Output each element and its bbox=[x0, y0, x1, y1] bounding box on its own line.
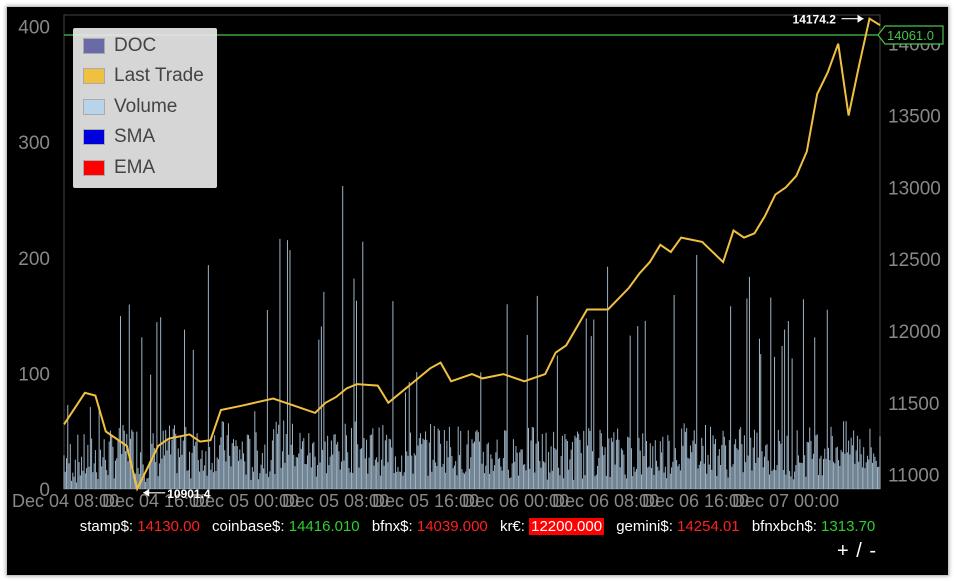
x-tick-label: Dec 04 16:00 bbox=[102, 491, 209, 511]
legend-item-doc[interactable]: DOC bbox=[83, 34, 156, 58]
y-left-tick-label: 400 bbox=[18, 18, 50, 39]
legend-swatch-doc bbox=[83, 38, 105, 54]
current-price-label: 14061.0 bbox=[887, 28, 934, 43]
ticker-price: 14416.010 bbox=[288, 518, 360, 535]
legend-label-doc: DOC bbox=[114, 35, 157, 56]
last-trade-line bbox=[63, 17, 881, 492]
legend-swatch-sma bbox=[83, 129, 105, 145]
ticker-price: 1313.70 bbox=[821, 518, 876, 535]
volume-bars bbox=[63, 185, 881, 489]
legend-label-sma: SMA bbox=[114, 126, 156, 147]
annotation-arrowhead bbox=[857, 14, 864, 23]
ticker-gemini[interactable]: gemini$: 14254.01 bbox=[616, 518, 739, 535]
y-left-tick-label: 200 bbox=[18, 249, 50, 270]
ticker-bfnxbch[interactable]: bfnxbch$: 1313.70 bbox=[752, 518, 875, 535]
current-price-tag bbox=[877, 25, 944, 45]
legend-swatch-ema bbox=[83, 160, 105, 176]
legend-item-volume[interactable]: Volume bbox=[83, 95, 177, 119]
legend-item-sma[interactable]: SMA bbox=[83, 125, 155, 149]
ticker-kraken-eur[interactable]: kr€: 12200.000 bbox=[499, 518, 605, 535]
y-left-tick-label: 300 bbox=[18, 133, 50, 154]
ticker-coinbase[interactable]: coinbase$: 14416.010 bbox=[212, 518, 360, 535]
zoom-controls: + / - bbox=[837, 540, 877, 563]
chart-window: 0 100 200 300 400 11000 11500 12000 12500 13000 13… bbox=[6, 6, 949, 576]
zoom-separator: / bbox=[856, 540, 863, 562]
ticker-price: 14039.000 bbox=[416, 518, 488, 535]
ticker-label: bfnx$: bbox=[371, 518, 413, 535]
y-right-tick-label: 11000 bbox=[888, 466, 939, 487]
x-tick-label: Dec 06 00:00 bbox=[462, 491, 569, 511]
y-left-tick-label: 0 bbox=[39, 480, 50, 501]
y-left-tick-label: 100 bbox=[18, 364, 50, 385]
y-right-tick-label: 11500 bbox=[888, 394, 939, 415]
y-right-tick-label: 12500 bbox=[888, 250, 941, 271]
x-tick-label: Dec 05 00:00 bbox=[192, 491, 299, 511]
x-tick-label: Dec 05 16:00 bbox=[372, 491, 479, 511]
legend-label-last-trade: Last Trade bbox=[114, 65, 204, 86]
y-right-tick-label: 13500 bbox=[888, 107, 941, 128]
legend-swatch-last-trade bbox=[83, 68, 105, 84]
ticker-label: gemini$: bbox=[616, 518, 673, 535]
price-volume-chart[interactable]: 0 100 200 300 400 11000 11500 12000 12500 13000 13… bbox=[7, 7, 948, 512]
ticker-label: coinbase$: bbox=[212, 518, 285, 535]
ticker-stamp[interactable]: stamp$: 14130.00 bbox=[80, 518, 200, 535]
legend-item-ema[interactable]: EMA bbox=[83, 156, 155, 180]
ticker-price: 14130.00 bbox=[137, 518, 200, 535]
x-tick-label: Dec 07 00:00 bbox=[732, 491, 839, 511]
x-tick-label: Dec 05 08:00 bbox=[282, 491, 389, 511]
ticker-price: 14254.01 bbox=[677, 518, 740, 535]
zoom-out-button[interactable]: - bbox=[869, 540, 878, 562]
ticker-label: stamp$: bbox=[79, 518, 134, 535]
legend-item-last-trade[interactable]: Last Trade bbox=[83, 64, 204, 88]
legend-swatch-volume bbox=[83, 99, 105, 115]
x-tick-label: Dec 06 08:00 bbox=[552, 491, 659, 511]
y-right-tick-label: 13000 bbox=[888, 178, 941, 199]
legend-label-volume: Volume bbox=[114, 96, 178, 117]
ticker-label: bfnxbch$: bbox=[751, 518, 817, 535]
legend-label-ema: EMA bbox=[114, 157, 156, 178]
ticker-label: kr€: bbox=[499, 518, 525, 535]
x-tick-label: Dec 06 16:00 bbox=[642, 491, 749, 511]
zoom-in-button[interactable]: + bbox=[837, 540, 850, 562]
ticker-price: 12200.000 bbox=[529, 518, 605, 535]
max-price-annotation: 14174.2 bbox=[793, 13, 837, 27]
annotation-arrowhead bbox=[143, 488, 150, 497]
x-tick-label: Dec 04 08:00 bbox=[12, 491, 119, 511]
chart-legend: DOC Last Trade Volume SMA EMA bbox=[73, 28, 217, 188]
min-price-annotation: 10901.4 bbox=[167, 487, 211, 501]
exchange-ticker-bar: stamp$: 14130.00 coinbase$: 14416.010 bf… bbox=[7, 518, 948, 535]
y-right-tick-label: 12000 bbox=[888, 322, 941, 343]
ticker-bfnx[interactable]: bfnx$: 14039.000 bbox=[372, 518, 488, 535]
